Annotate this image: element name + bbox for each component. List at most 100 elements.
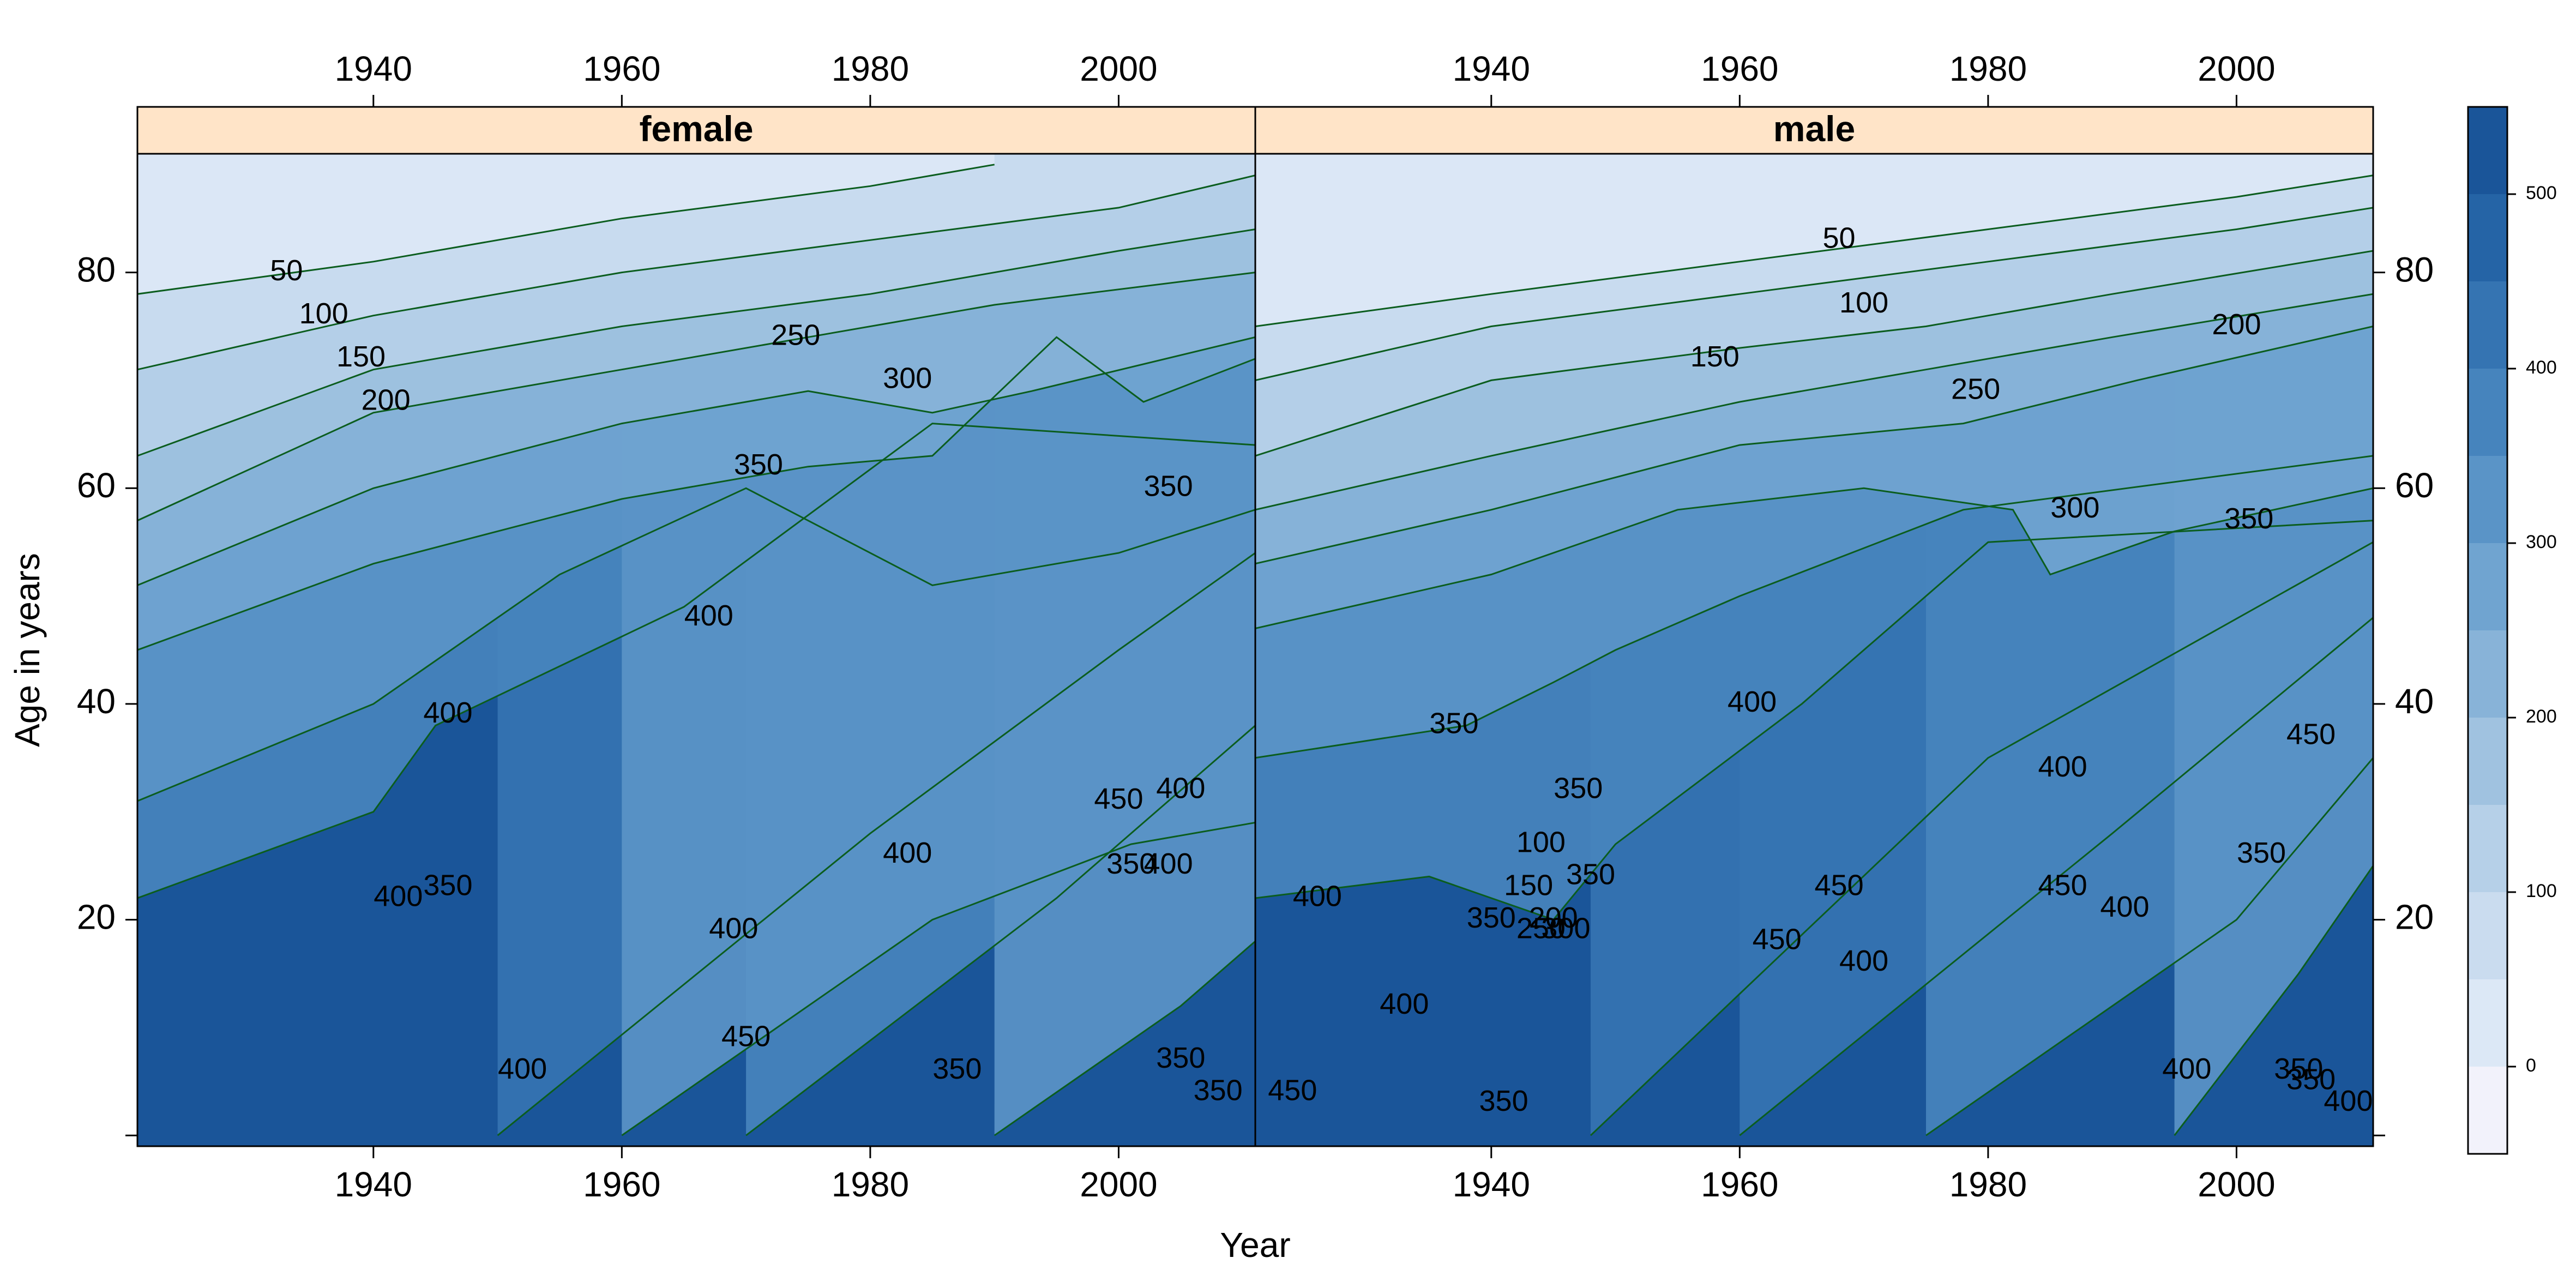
contour-label: 350 (734, 448, 783, 481)
contour-label: 450 (1094, 783, 1143, 815)
y-tick-label-left: 80 (77, 250, 116, 290)
contour-label: 400 (2324, 1085, 2373, 1117)
contour-label: 350 (1144, 470, 1193, 503)
contour-label: 350 (932, 1052, 982, 1085)
contour-band (137, 154, 995, 294)
contour-label: 350 (1156, 1042, 1205, 1074)
contour-label: 450 (721, 1020, 771, 1052)
contour-line (137, 487, 1255, 802)
contour-label: 100 (1839, 286, 1888, 319)
contour-label: 350 (1554, 772, 1603, 804)
contour-line (1255, 520, 2373, 921)
x-tick-label-bottom: 1960 (1701, 1165, 1778, 1204)
colorbar-tick-label: 400 (2526, 357, 2557, 378)
contour-label: 450 (2038, 869, 2087, 901)
y-tick-label-right: 80 (2395, 250, 2434, 290)
colorbar: 0 100 200 300 400 500 (2467, 106, 2557, 1155)
colorbar-segment (2468, 718, 2507, 805)
contour-label: 350 (1566, 858, 1615, 891)
contour-label: 50 (1823, 222, 1856, 255)
contour-lines-female (137, 164, 1255, 1136)
contour-label: 300 (883, 362, 932, 395)
contour-label: 350 (2286, 1063, 2336, 1096)
colorbar-segment (2468, 1067, 2507, 1154)
y-tick-label-left: 40 (77, 682, 116, 721)
contour-label: 450 (2286, 718, 2336, 751)
contour-line (137, 174, 1255, 371)
panel-frame-male (1254, 153, 2374, 1147)
contour-label: 250 (1516, 912, 1566, 945)
colorbar-tick-label: 300 (2526, 532, 2557, 552)
contour-fill-male (1255, 154, 2373, 1146)
contour-line (137, 228, 1255, 457)
x-tick-label-top: 1980 (1949, 49, 2027, 88)
contour-label: 400 (1380, 988, 1429, 1020)
contour-label: 350 (1479, 1085, 1528, 1117)
contour-line (1255, 293, 2373, 511)
contour-label: 400 (423, 696, 472, 729)
x-axis-title: Year (1220, 1225, 1290, 1265)
contour-label: 400 (684, 599, 733, 632)
contour-line (137, 423, 1255, 899)
contour-label: 50 (270, 254, 303, 287)
colorbar-segment (2468, 892, 2507, 979)
x-tick-label-bottom: 1940 (1453, 1165, 1530, 1204)
contour-line (1255, 250, 2373, 457)
contour-label: 400 (374, 880, 423, 912)
contour-label: 350 (423, 869, 472, 901)
contour-band (1255, 154, 2373, 327)
contour-line (1739, 617, 2373, 1136)
contour-label: 150 (1690, 340, 1740, 373)
contour-label: 400 (1293, 880, 1342, 912)
contour-line (745, 725, 1255, 1136)
contour-label: 100 (1516, 826, 1566, 858)
x-tick-label-bottom: 2000 (2198, 1165, 2275, 1204)
contour-label: 350 (2224, 502, 2273, 535)
contour-label: 350 (2274, 1052, 2323, 1085)
contour-label: 300 (1541, 912, 1590, 945)
contour-line (1255, 174, 2373, 327)
colorbar-segment (2468, 630, 2507, 718)
x-tick-label-top: 1940 (335, 49, 412, 88)
contour-label: 350 (1106, 847, 1155, 880)
contour-line (137, 336, 1255, 586)
contour-label: 400 (498, 1052, 547, 1085)
y-tick-label-right: 20 (2395, 897, 2434, 936)
colorbar-segment (2468, 281, 2507, 369)
contour-line (1255, 207, 2373, 381)
contour-label: 150 (1504, 869, 1553, 901)
contour-line (2174, 865, 2373, 1136)
axes: 1940 1940 1940 1940 1960 1960 1960 1960 1980 1980… (77, 49, 2434, 1204)
colorbar-segment (2468, 805, 2507, 892)
contour-label: 450 (1268, 1074, 1317, 1106)
x-tick-label-top: 1960 (1701, 49, 1778, 88)
contour-label: 150 (336, 340, 386, 373)
x-tick-label-top: 2000 (2198, 49, 2275, 88)
y-tick-label-right: 60 (2395, 466, 2434, 505)
x-tick-label-bottom: 1980 (1949, 1165, 2027, 1204)
y-tick-label-left: 20 (77, 897, 116, 936)
strip-label-male: male (1773, 109, 1855, 149)
contour-label: 200 (2212, 308, 2261, 341)
contour-label: 400 (1144, 847, 1193, 880)
contour-line (1925, 757, 2373, 1136)
x-tick-label-bottom: 1940 (335, 1165, 412, 1204)
contour-label: 350 (1467, 901, 1516, 934)
strip-label-female: female (639, 109, 753, 149)
contour-label: 250 (1951, 372, 2000, 405)
contour-label: 350 (1194, 1074, 1243, 1106)
contour-label: 400 (883, 836, 932, 869)
contour-label: 400 (1839, 944, 1888, 977)
colorbar-segment (2468, 107, 2507, 194)
contour-label: 250 (771, 319, 820, 352)
colorbar-segment (2468, 194, 2507, 281)
y-axis-title: Age in years (8, 553, 47, 747)
contour-label: 100 (299, 297, 348, 330)
colorbar-segment (2468, 543, 2507, 630)
contour-line (1255, 487, 2373, 629)
contour-label: 400 (2162, 1052, 2211, 1085)
contour-label: 400 (2100, 890, 2149, 923)
